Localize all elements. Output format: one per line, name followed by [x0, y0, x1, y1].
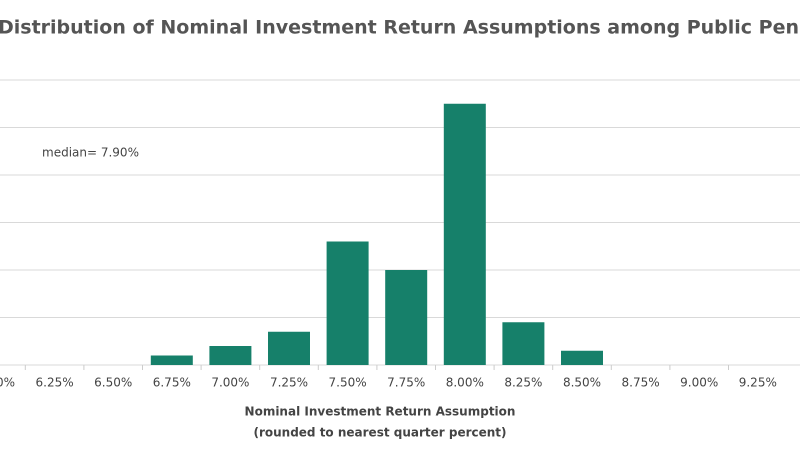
bar: [561, 350, 603, 365]
x-tick-label: 6.25%: [36, 376, 74, 390]
bar: [326, 241, 369, 365]
x-tick-label: 9.25%: [739, 376, 777, 390]
bar: [385, 270, 428, 365]
bar: [268, 331, 310, 365]
bar: [443, 103, 486, 365]
x-tick-label: 6.50%: [94, 376, 132, 390]
chart-title: Distribution of Nominal Investment Retur…: [0, 17, 800, 39]
x-tick-label: 8.00%: [446, 376, 484, 390]
x-tick-label: 6.75%: [153, 376, 191, 390]
annotation: median= 7.90%: [42, 146, 139, 160]
x-tick-label: 7.00%: [211, 376, 249, 390]
x-axis-label: (rounded to nearest quarter percent): [253, 426, 506, 440]
x-tick-label: 9.00%: [680, 376, 718, 390]
x-tick-label: 6.00%: [0, 376, 15, 390]
x-tick-label: 8.25%: [504, 376, 542, 390]
bar: [502, 322, 545, 365]
bar: [150, 355, 193, 365]
x-tick-label: 7.25%: [270, 376, 308, 390]
x-tick-label: 8.75%: [622, 376, 660, 390]
x-axis-label: Nominal Investment Return Assumption: [245, 405, 516, 419]
x-tick-label: 7.50%: [329, 376, 367, 390]
x-tick-label: 7.75%: [387, 376, 425, 390]
x-tick-label: 8.50%: [563, 376, 601, 390]
bar: [209, 346, 252, 365]
